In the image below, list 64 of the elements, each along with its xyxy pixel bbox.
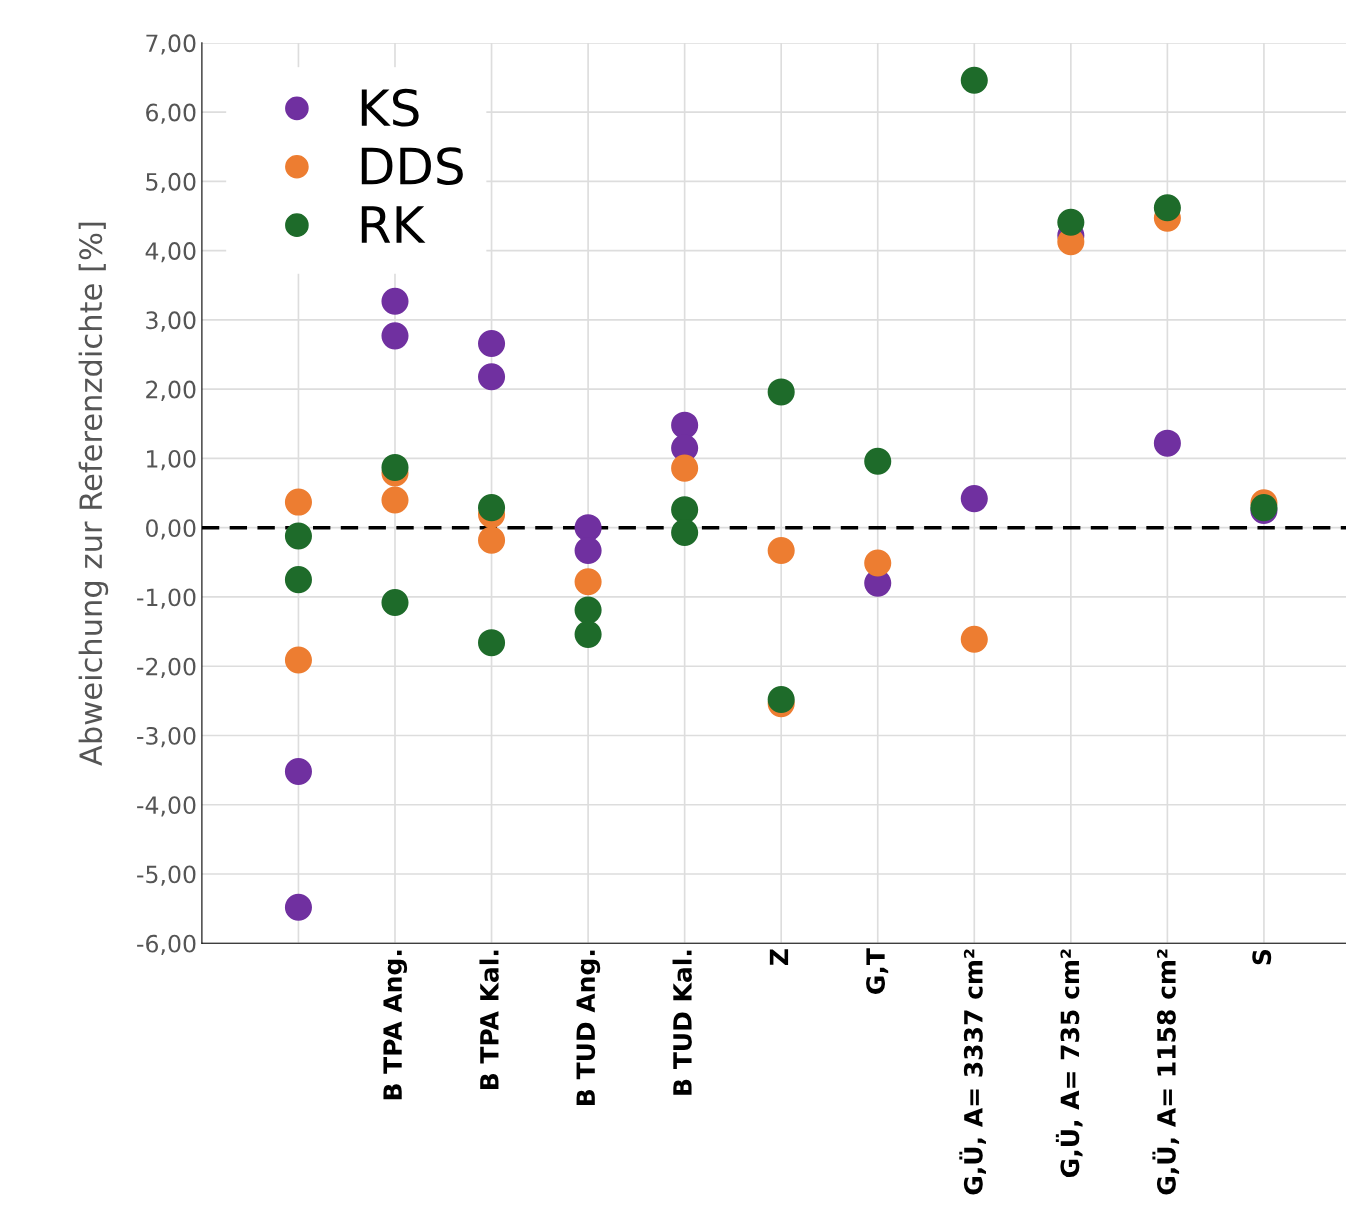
point	[381, 486, 409, 514]
point	[381, 453, 409, 481]
point	[284, 757, 312, 786]
point	[864, 447, 892, 475]
point	[671, 411, 699, 439]
point	[284, 522, 312, 550]
y-tick-label: 2,00	[146, 380, 196, 401]
point	[1153, 194, 1181, 222]
legend-label: KS	[361, 88, 419, 127]
y-tick-label: 0,00	[146, 519, 196, 540]
x-tick-label: Z	[769, 949, 789, 966]
x-tick-label: S	[1252, 949, 1272, 965]
point	[767, 378, 795, 406]
y-tick-label: -3,00	[137, 726, 196, 748]
point	[381, 588, 409, 617]
point	[284, 646, 312, 674]
point	[574, 537, 602, 565]
y-tick-label: -1,00	[137, 588, 196, 609]
point	[960, 625, 988, 653]
x-tick-label: G,T	[866, 948, 889, 994]
x-tick-label: G,Ü, A= 3337 cm²	[959, 949, 986, 1195]
point	[478, 494, 506, 522]
point	[284, 566, 312, 594]
point	[671, 454, 699, 482]
y-axis-title: Abweichung zur Referenzdichte [%]	[78, 222, 109, 766]
point	[671, 496, 699, 524]
point	[574, 596, 602, 624]
x-tick-label: G,Ü, A= 1158 cm²	[1152, 949, 1180, 1195]
point	[1057, 208, 1085, 236]
point	[767, 537, 795, 565]
legend-label: DDS	[361, 147, 463, 185]
y-tick-label: 1,00	[147, 449, 196, 471]
point	[1153, 429, 1181, 457]
point	[478, 363, 506, 391]
point	[960, 66, 988, 94]
point	[478, 629, 506, 657]
y-tick-label: -2,00	[137, 657, 196, 678]
point	[864, 549, 892, 577]
x-tick-label: B TPA Ang.	[383, 950, 408, 1100]
point	[478, 526, 506, 554]
point	[284, 488, 312, 516]
point	[960, 485, 988, 513]
point	[574, 620, 602, 648]
x-tick-label: B TUD Ang.	[576, 950, 601, 1105]
point	[767, 685, 795, 713]
y-tick-label: -5,00	[137, 865, 196, 886]
point	[284, 893, 312, 921]
y-tick-label: -4,00	[137, 796, 196, 817]
point	[381, 322, 409, 350]
point	[381, 287, 409, 315]
x-tick-label: B TUD Kal.	[672, 950, 692, 1095]
y-tick-label: 3,00	[146, 311, 196, 332]
point	[574, 514, 602, 542]
x-tick-label: G,Ü, A= 735 cm²	[1055, 949, 1083, 1178]
y-tick-label: 5,00	[146, 172, 196, 194]
y-tick-label: 6,00	[146, 103, 196, 124]
point	[671, 519, 699, 547]
legend-label: RK	[361, 206, 426, 243]
y-tick-label: 4,00	[145, 242, 196, 263]
x-tick-label: B TPA Kal.	[479, 950, 499, 1090]
point	[574, 568, 602, 596]
y-tick-label: -6,00	[137, 934, 196, 955]
y-tick-label: 7,00	[146, 34, 196, 55]
point	[478, 329, 506, 357]
